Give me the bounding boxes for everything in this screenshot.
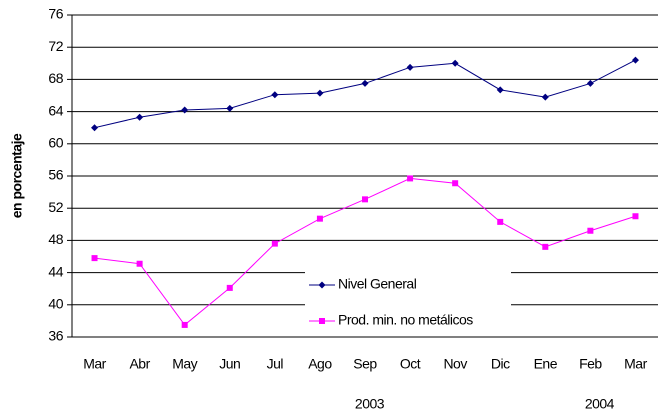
marker xyxy=(407,175,414,182)
marker xyxy=(136,260,143,267)
x-tick-label: Oct xyxy=(400,356,421,372)
marker xyxy=(406,63,414,71)
legend-box xyxy=(305,268,511,335)
marker xyxy=(587,227,594,234)
marker xyxy=(632,213,639,220)
x-tick-label: Mar xyxy=(624,356,647,372)
y-axis-label: en porcentaje xyxy=(9,133,25,218)
marker xyxy=(319,318,325,324)
legend-label: Prod. min. no metálicos xyxy=(338,312,473,328)
marker xyxy=(318,281,326,289)
x-tick-label: May xyxy=(172,356,197,372)
x-tick-label: Jun xyxy=(219,356,240,372)
legend-label: Nivel General xyxy=(338,276,417,292)
marker xyxy=(497,218,504,225)
legend: Nivel General Prod. min. no metálicos xyxy=(305,268,511,335)
y-tick-label: 40 xyxy=(48,296,63,312)
x-tick-label: Dic xyxy=(491,356,510,372)
x-tick-label: Abr xyxy=(129,356,150,372)
marker xyxy=(181,106,189,114)
x-tick-label: Ene xyxy=(534,356,558,372)
marker xyxy=(541,93,549,101)
marker xyxy=(362,196,368,203)
year-label: 2004 xyxy=(585,396,615,412)
marker xyxy=(91,255,98,262)
marker xyxy=(586,79,594,87)
marker xyxy=(316,89,324,97)
marker xyxy=(316,215,323,222)
y-tick-label: 36 xyxy=(48,328,63,344)
marker xyxy=(226,104,234,112)
y-tick-label: 76 xyxy=(48,6,63,22)
marker xyxy=(361,79,369,87)
marker xyxy=(91,124,99,132)
y-tick-label: 48 xyxy=(48,231,63,247)
marker xyxy=(496,86,504,94)
x-tick-label: Nov xyxy=(443,356,467,372)
marker xyxy=(271,91,279,99)
y-tick-label: 44 xyxy=(48,263,63,279)
series-line xyxy=(94,59,636,129)
marker xyxy=(136,113,144,121)
marker xyxy=(542,243,549,250)
marker xyxy=(181,321,188,328)
y-tick-label: 60 xyxy=(48,135,63,151)
y-tick-label: 56 xyxy=(48,167,63,183)
marker xyxy=(226,284,233,291)
x-tick-label: Feb xyxy=(579,356,602,372)
marker xyxy=(631,56,639,64)
x-tick-label: Ago xyxy=(308,356,332,372)
x-tick-label: Jul xyxy=(267,356,284,372)
y-tick-label: 68 xyxy=(48,70,63,86)
marker xyxy=(452,180,459,187)
y-tick-label: 72 xyxy=(48,38,63,54)
x-tick-label: Sep xyxy=(353,356,377,372)
marker xyxy=(451,59,459,67)
y-tick-label: 52 xyxy=(48,199,63,215)
x-tick-label: Mar xyxy=(83,356,106,372)
y-tick-label: 64 xyxy=(48,102,63,118)
year-label: 2003 xyxy=(355,396,385,412)
marker xyxy=(271,240,278,247)
